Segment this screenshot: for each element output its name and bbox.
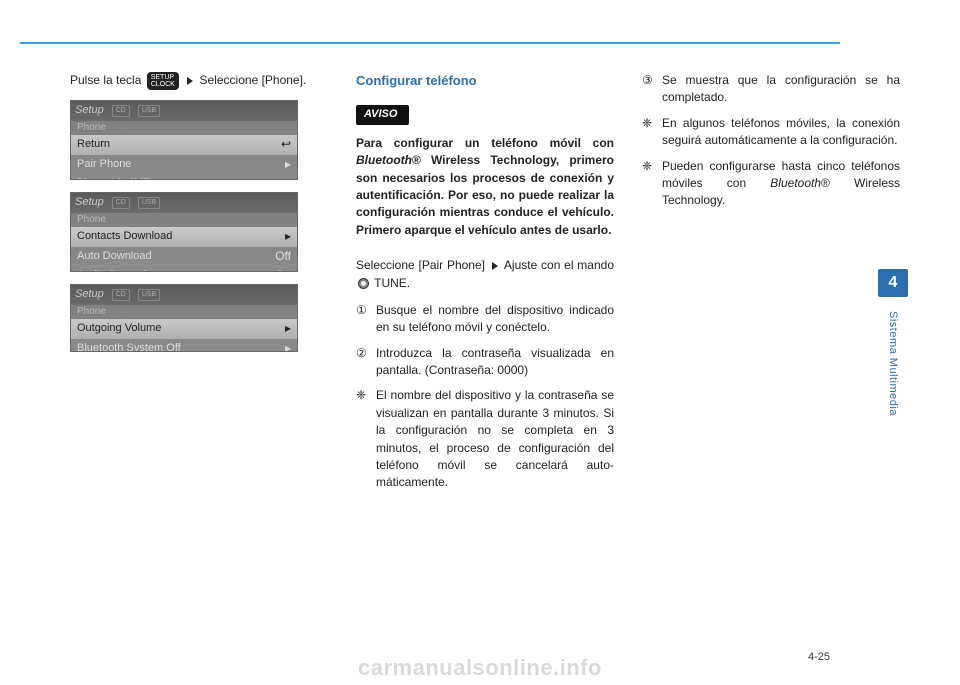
list-item: ①Busque el nombre del dispositivo indica… <box>356 302 614 337</box>
ss-cell: Bluetooth System Off <box>77 341 181 352</box>
warning-text: Para configurar un teléfono móvil con Bl… <box>356 135 614 239</box>
sidebar-label: Sistema Multimedia <box>887 311 899 416</box>
ss-row: Audio Streaming On <box>71 266 297 272</box>
ss-cell: Contacts Download <box>77 229 172 245</box>
marker: ❈ <box>642 158 656 210</box>
ss-cell: ▸ <box>285 156 291 173</box>
tune-knob-icon <box>358 278 369 289</box>
ss-header: Setup CD USB <box>71 193 297 213</box>
text: Seleccione [Phone]. <box>200 73 307 87</box>
ss-cell: Off <box>275 248 291 265</box>
key-line: CLOCK <box>151 81 175 88</box>
setup-clock-key-icon: SETUP CLOCK <box>147 72 179 90</box>
text: Introduzca la contraseña visuali­zada en… <box>376 345 614 380</box>
ss-cell: ▸ <box>285 228 291 245</box>
badge-icon: USB <box>138 289 160 301</box>
text: Seleccione [Pair Phone] <box>356 258 489 272</box>
ss-cell: Phone List(3/5) <box>77 176 152 180</box>
ss-row: Outgoing Volume ▸ <box>71 319 297 338</box>
col1-intro: Pulse la tecla SETUP CLOCK Seleccione [P… <box>70 72 328 90</box>
text: Pulse la tecla <box>70 73 145 87</box>
screenshot-2: Setup CD USB Phone Contacts Download ▸ Au… <box>70 192 298 272</box>
marker: ❈ <box>642 115 656 150</box>
badge-icon: USB <box>138 105 160 117</box>
ss-row: Auto Download Off <box>71 247 297 266</box>
step-intro: Seleccione [Pair Phone] Ajuste con el ma… <box>356 257 614 292</box>
triangle-right-icon <box>492 262 498 270</box>
text: TUNE. <box>371 276 410 290</box>
text: Ajuste con el mando <box>501 258 614 272</box>
text-italic: Bluetooth <box>356 153 412 167</box>
ss-title: Setup <box>75 195 104 211</box>
column-2: Configurar teléfono AVISO Para configura… <box>356 72 614 500</box>
ss-cell: On <box>275 267 291 272</box>
badge-icon: CD <box>112 197 130 209</box>
badge-icon: CD <box>112 105 130 117</box>
marker: ③ <box>642 72 656 107</box>
column-1: Pulse la tecla SETUP CLOCK Seleccione [P… <box>70 72 328 500</box>
ss-row: Pair Phone ▸ <box>71 155 297 174</box>
ss-cell: Return <box>77 137 110 153</box>
screenshot-1: Setup CD USB Phone Return ↩ Pair Phone ▸ P… <box>70 100 298 180</box>
marker: ① <box>356 302 370 337</box>
ss-cell: Pair Phone <box>77 157 131 173</box>
key-line: SETUP <box>151 74 175 81</box>
columns: Pulse la tecla SETUP CLOCK Seleccione [P… <box>70 72 900 500</box>
ss-header: Setup CD USB <box>71 101 297 121</box>
ss-subtitle: Phone <box>71 213 297 228</box>
marker: ② <box>356 345 370 380</box>
ss-title: Setup <box>75 287 104 303</box>
marker: ❈ <box>356 387 370 491</box>
ss-cell: ▸ <box>285 340 291 352</box>
list-item: ②Introduzca la contraseña visuali­zada e… <box>356 345 614 380</box>
triangle-right-icon <box>187 77 193 85</box>
top-rule <box>20 42 840 44</box>
section-heading: Configurar teléfono <box>356 72 614 91</box>
aviso-badge: AVISO <box>356 105 409 125</box>
manual-page: Pulse la tecla SETUP CLOCK Seleccione [P… <box>0 0 960 685</box>
ss-row: Contacts Download ▸ <box>71 227 297 246</box>
ss-row: Return ↩ <box>71 135 297 154</box>
text: ® <box>821 176 830 190</box>
ss-cell: Auto Download <box>77 249 152 265</box>
ss-header: Setup CD USB <box>71 285 297 305</box>
badge-icon: CD <box>112 289 130 301</box>
ss-cell: ▸ <box>285 320 291 337</box>
text: ® <box>412 153 421 167</box>
ss-subtitle: Phone <box>71 305 297 320</box>
ss-cell: Outgoing Volume <box>77 321 161 337</box>
list-item: ❈El nombre del dispositivo y la con­tras… <box>356 387 614 491</box>
ss-row: Phone List(3/5) ▸ <box>71 174 297 180</box>
ss-title: Setup <box>75 103 104 119</box>
page-number: 4-25 <box>808 651 830 663</box>
text: Busque el nombre del dispositivo indicad… <box>376 302 614 337</box>
ss-cell: ↩ <box>281 136 291 153</box>
text: El nombre del dispositivo y la con­trase… <box>376 387 614 491</box>
ss-subtitle: Phone <box>71 121 297 136</box>
screenshot-3: Setup CD USB Phone Outgoing Volume ▸ Blue… <box>70 284 298 352</box>
ss-cell: ▸ <box>285 175 291 180</box>
sidebar: 4 Sistema Multimedia <box>848 0 938 685</box>
chapter-tab: 4 <box>878 269 908 297</box>
badge-icon: USB <box>138 197 160 209</box>
text: Para configurar un teléfono móvil con <box>356 136 614 150</box>
text-italic: Bluetooth <box>770 176 821 190</box>
ss-row: Bluetooth System Off ▸ <box>71 339 297 352</box>
ss-cell: Audio Streaming <box>77 268 158 272</box>
